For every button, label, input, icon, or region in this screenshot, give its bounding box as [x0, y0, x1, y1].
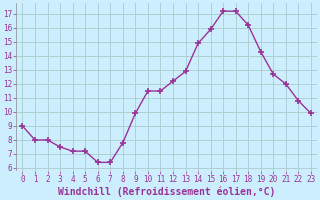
X-axis label: Windchill (Refroidissement éolien,°C): Windchill (Refroidissement éolien,°C) — [58, 187, 276, 197]
